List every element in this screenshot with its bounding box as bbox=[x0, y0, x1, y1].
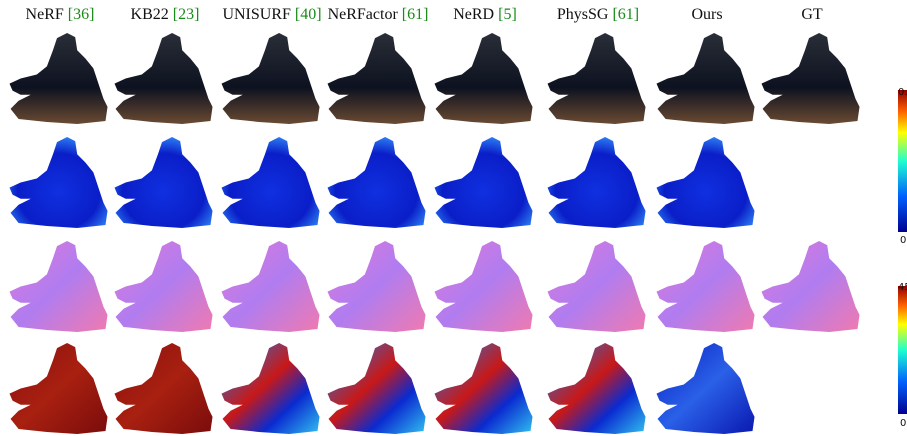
citation: [23] bbox=[173, 6, 200, 23]
result-image bbox=[328, 137, 426, 228]
result-image bbox=[115, 137, 213, 228]
result-image bbox=[548, 137, 646, 228]
result-image bbox=[222, 33, 320, 124]
result-image bbox=[328, 343, 426, 434]
colorbar-min: 0 bbox=[900, 235, 906, 246]
method-name: Ours bbox=[691, 6, 722, 23]
result-image bbox=[657, 137, 755, 228]
result-image bbox=[435, 343, 533, 434]
result-image bbox=[657, 343, 755, 434]
result-image bbox=[435, 137, 533, 228]
result-image bbox=[435, 33, 533, 124]
column-header: NeRD [5] bbox=[453, 6, 517, 23]
column-header: GT bbox=[801, 6, 823, 23]
method-name: NeRD bbox=[453, 6, 494, 23]
citation: [36] bbox=[68, 6, 95, 23]
colorbar bbox=[898, 90, 907, 232]
result-image bbox=[222, 241, 320, 332]
method-name: NeRFactor bbox=[328, 6, 399, 23]
result-image bbox=[657, 33, 755, 124]
result-image bbox=[222, 343, 320, 434]
result-image bbox=[435, 241, 533, 332]
result-image bbox=[115, 241, 213, 332]
citation: [5] bbox=[498, 6, 517, 23]
column-header: KB22 [23] bbox=[131, 6, 200, 23]
column-header: NeRF [36] bbox=[26, 6, 95, 23]
result-image bbox=[328, 33, 426, 124]
result-image bbox=[115, 33, 213, 124]
method-name: GT bbox=[801, 6, 823, 23]
result-image bbox=[548, 343, 646, 434]
colorbar-max: 45 bbox=[898, 282, 907, 293]
result-image bbox=[10, 343, 108, 434]
result-image bbox=[548, 241, 646, 332]
colorbar bbox=[898, 286, 907, 414]
method-name: NeRF bbox=[26, 6, 64, 23]
column-header: PhysSG [61] bbox=[557, 6, 639, 23]
result-image bbox=[762, 241, 860, 332]
result-image bbox=[115, 343, 213, 434]
result-image bbox=[10, 137, 108, 228]
result-image bbox=[762, 33, 860, 124]
citation: [61] bbox=[612, 6, 639, 23]
figure: 0.1 0 45 0 NeRF [36] KB22 [23] UNISURF [40… bbox=[0, 0, 907, 436]
method-name: UNISURF bbox=[222, 6, 291, 23]
result-image bbox=[657, 241, 755, 332]
result-image bbox=[548, 33, 646, 124]
result-image bbox=[328, 241, 426, 332]
result-image bbox=[10, 241, 108, 332]
result-image bbox=[10, 33, 108, 124]
colorbar-max: 0.1 bbox=[898, 87, 907, 98]
result-image bbox=[222, 137, 320, 228]
column-header: NeRFactor [61] bbox=[328, 6, 429, 23]
column-header: Ours bbox=[691, 6, 722, 23]
citation: [40] bbox=[295, 6, 322, 23]
method-name: PhysSG bbox=[557, 6, 609, 23]
citation: [61] bbox=[402, 6, 429, 23]
method-name: KB22 bbox=[131, 6, 169, 23]
column-header: UNISURF [40] bbox=[222, 6, 321, 23]
colorbar-min: 0 bbox=[900, 418, 906, 429]
